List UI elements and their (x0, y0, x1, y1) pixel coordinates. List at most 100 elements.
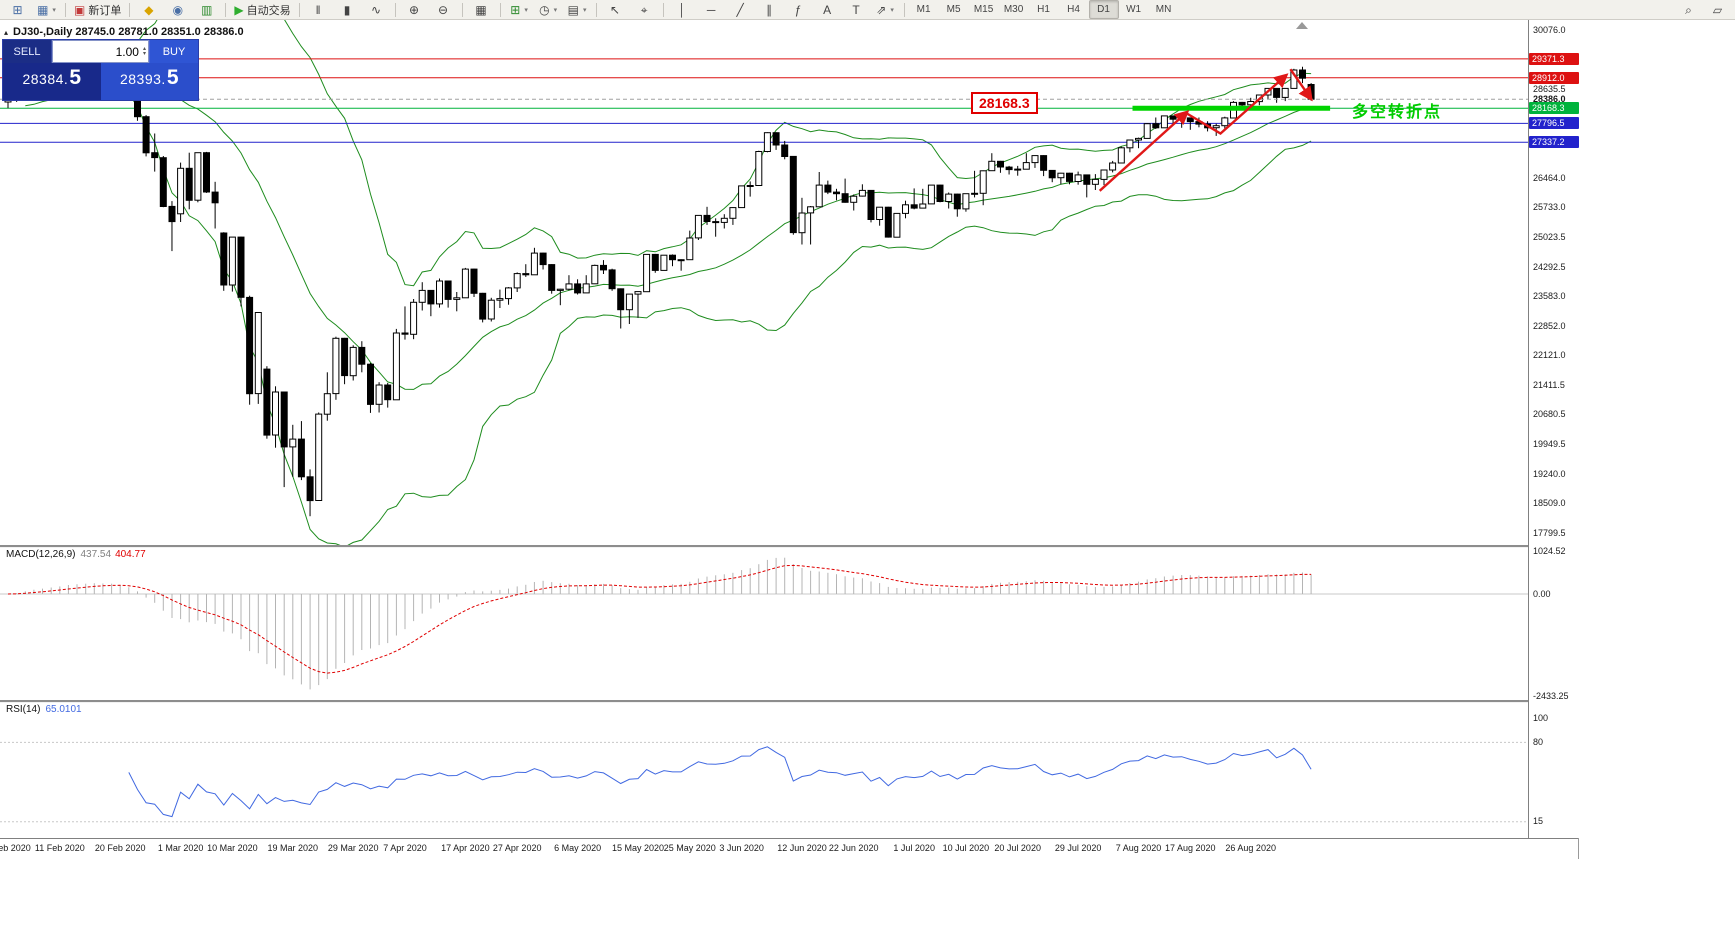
new-order-icon: ▣ (74, 2, 86, 17)
macd-axis-tick: 1024.52 (1533, 545, 1566, 556)
macd-indicator-label: MACD(12,26,9) 437.54 404.77 (6, 549, 146, 560)
timeframe-w1-button[interactable]: W1 (1126, 4, 1142, 15)
buy-button[interactable]: BUY (149, 40, 198, 64)
main-chart-pane[interactable]: ▴ DJ30-,Daily 28745.0 28781.0 28351.0 283… (0, 20, 1528, 545)
new-chart-icon: ⊞ (12, 2, 23, 17)
new-order-button[interactable]: ▣ 新订单 (70, 0, 125, 19)
one-click-collapse-button[interactable]: ▴ (4, 28, 9, 37)
strategy-tester-button[interactable]: ▥ (192, 0, 221, 19)
quick-panel-button[interactable]: ▱ (1703, 0, 1732, 19)
channel-button[interactable]: ∥ (755, 0, 784, 19)
toolbar-separator (662, 2, 664, 17)
sell-button[interactable]: SELL (3, 40, 52, 64)
zoom-in-button[interactable]: ⊕ (400, 0, 429, 19)
pane-separator[interactable] (0, 700, 1578, 703)
rsi-name: RSI(14) (6, 704, 41, 715)
turning-point-note[interactable]: 多空转折点 (1352, 104, 1443, 121)
sell-price-main: 28384. (22, 71, 69, 88)
line-chart-button[interactable]: ∿ (362, 0, 391, 19)
sell-price-pip: 5 (69, 66, 81, 90)
price-tick: 22121.0 (1533, 350, 1566, 361)
price-tick: 22852.0 (1533, 320, 1566, 331)
zoom-out-button[interactable]: ⊖ (429, 0, 458, 19)
tile-windows-button[interactable]: ▦ (467, 0, 496, 19)
cursor-button[interactable]: ↖ (601, 0, 630, 19)
timeframe-d1-button[interactable]: D1 (1088, 0, 1119, 19)
data-window-icon: ◉ (172, 2, 184, 17)
sell-price[interactable]: 28384. 5 (3, 63, 101, 100)
rsi-chart (0, 741, 1528, 823)
auto-trading-button[interactable]: ▶ 自动交易 (230, 0, 294, 19)
crosshair-button[interactable]: ⌖ (630, 0, 659, 19)
strategy-tester-icon: ▥ (201, 2, 213, 17)
price-axis[interactable]: 30076.0 28635.5 26464.0 25733.0 25023.5 24292… (1528, 20, 1579, 838)
horizontal-line-icon: ─ (706, 2, 716, 17)
toolbar-separator (461, 2, 463, 17)
price-tick: 19949.5 (1533, 439, 1566, 450)
buy-price[interactable]: 28393. 5 (100, 63, 198, 100)
trendline-button[interactable]: ╱ (726, 0, 755, 19)
date-tick: 20 Jul 2020 (994, 843, 1041, 853)
label-button[interactable]: T (842, 0, 871, 19)
macd-name: MACD(12,26,9) (6, 549, 76, 560)
volume-down-button[interactable]: ▾ (142, 50, 146, 57)
indicators-button[interactable]: ⊞ ▾ (505, 0, 534, 19)
templates-button[interactable]: ▤ ▾ (563, 0, 592, 19)
fibonacci-button[interactable]: ƒ (784, 0, 813, 19)
macd-axis-tick: 0.00 (1533, 588, 1551, 599)
data-window-button[interactable]: ◉ (163, 0, 192, 19)
price-tick: 17799.5 (1533, 527, 1566, 538)
price-chart[interactable] (0, 20, 1528, 545)
new-chart-button[interactable]: ⊞ (3, 0, 32, 19)
rsi-axis-tick: 80 (1533, 736, 1544, 747)
timeframe-mn-button[interactable]: MN (1155, 4, 1172, 15)
date-tick: 22 Jun 2020 (828, 843, 879, 853)
macd-pane[interactable]: MACD(12,26,9) 437.54 404.77 (0, 547, 1528, 700)
rsi-pane[interactable]: RSI(14) 65.0101 (0, 702, 1528, 838)
rsi-axis-tick: 100 (1533, 712, 1549, 723)
timeframe-m1-button[interactable]: M1 (916, 4, 931, 15)
bar-chart-icon: ‖ (315, 2, 321, 17)
toolbar-separator (595, 2, 597, 17)
toolbar-separator (394, 2, 396, 17)
date-tick: 10 Jul 2020 (942, 843, 990, 853)
chevron-down-icon: ▾ (52, 6, 56, 14)
timeframe-m5-button[interactable]: M5 (946, 4, 961, 15)
profiles-button[interactable]: ▦ ▾ (32, 0, 61, 19)
volume-up-button[interactable]: ▴ (142, 45, 146, 52)
price-tick: 21411.5 (1533, 379, 1565, 390)
timeframe-m15-button[interactable]: M15 (973, 4, 994, 15)
bar-chart-button[interactable]: ‖ (304, 0, 333, 19)
timeframe-h1-button[interactable]: H1 (1037, 4, 1050, 15)
chevron-down-icon: ▾ (890, 6, 894, 14)
vertical-line-icon: │ (678, 2, 686, 17)
toolbar-separator (225, 2, 227, 17)
metaeditor-button[interactable]: ◆ (134, 0, 163, 19)
horizontal-lines[interactable] (0, 58, 1528, 143)
line-chart-icon: ∿ (371, 2, 382, 17)
text-button[interactable]: A (813, 0, 842, 19)
toolbar: ⊞ ▦ ▾ ▣ 新订单 ◆ ◉ ▥ ▶ 自动交易 ‖ ▮ ∿ ⊕ ⊖ ▦ ⊞ ▾ ◷ ▾ ▤ ▾ ↖ ⌖ │ ─ ╱ ∥ ƒ A T ⇗ ▾ M1… (0, 0, 1735, 20)
templates-icon: ▤ (567, 2, 579, 17)
arrows-button[interactable]: ⇗ ▾ (871, 0, 900, 19)
trend-arrows[interactable] (1098, 68, 1313, 192)
price-annotation-flag[interactable]: 28168.3 (971, 92, 1038, 114)
toolbar-separator (903, 2, 905, 17)
macd-signal-line (7, 564, 1312, 674)
date-tick: 1 Mar 2020 (157, 843, 204, 853)
date-tick: 3 Jun 2020 (719, 843, 764, 853)
zoom-out-icon: ⊖ (438, 2, 449, 17)
horizontal-line-button[interactable]: ─ (697, 0, 726, 19)
date-tick: 12 Jun 2020 (777, 843, 827, 853)
candle-chart-button[interactable]: ▮ (333, 0, 362, 19)
date-tick: 1 Jul 2020 (893, 843, 935, 853)
periods-button[interactable]: ◷ ▾ (534, 0, 563, 19)
trendline-icon: ╱ (736, 2, 744, 17)
pane-separator[interactable] (0, 545, 1578, 548)
timeframe-m30-button[interactable]: M30 (1003, 4, 1024, 15)
vertical-line-button[interactable]: │ (668, 0, 697, 19)
volume-input[interactable]: 1.00 ▴ ▾ (52, 40, 149, 64)
search-button[interactable]: ⌕ (1674, 0, 1703, 19)
timeframe-h4-button[interactable]: H4 (1067, 4, 1080, 15)
